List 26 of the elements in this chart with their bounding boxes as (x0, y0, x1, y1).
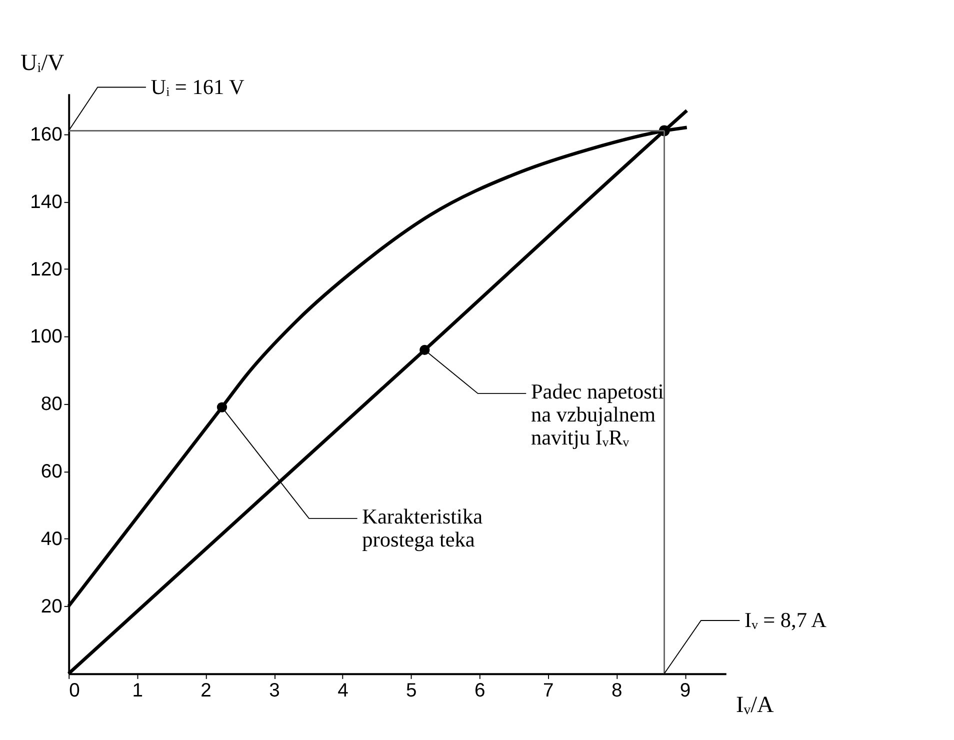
y-axis-title: Uᵢ/V (20, 50, 65, 76)
x-tick-label: 2 (200, 680, 212, 702)
ref-line-label: Iᵥ = 8,7 A (744, 608, 828, 632)
y-tick-label: 20 (40, 596, 62, 618)
x-tick-label: 5 (406, 680, 417, 702)
annotation: Padec napetosti na vzbujalnem navitju IᵥRᵥ (530, 379, 664, 450)
x-tick-label: 6 (474, 680, 486, 702)
y-tick-label: 60 (40, 462, 62, 483)
ref-line-label: Uᵢ = 161 V (150, 75, 246, 100)
annotation: Karakteristika prostega teka (362, 504, 484, 552)
point (216, 402, 228, 412)
y-tick-label: 160 (30, 124, 62, 146)
x-tick-label: 1 (132, 680, 143, 702)
y-tick-label: 80 (40, 394, 62, 416)
x-tick-label: 4 (338, 680, 349, 702)
y-tick-label: 140 (30, 192, 62, 213)
y-tick-label: 120 (30, 259, 62, 280)
x-tick-label: 7 (542, 680, 554, 702)
y-tick-label: 100 (30, 326, 62, 348)
x-tick-label: 3 (269, 680, 280, 702)
x-axis-title: Iᵥ/A (736, 692, 774, 718)
x-tick-label: 9 (680, 680, 691, 702)
x-tick-label: 8 (611, 680, 622, 702)
point (420, 344, 430, 356)
x-tick-label: 0 (69, 680, 80, 702)
y-tick-label: 40 (40, 529, 62, 550)
